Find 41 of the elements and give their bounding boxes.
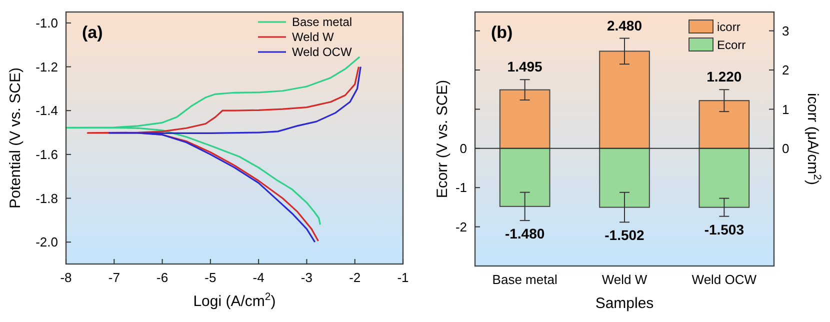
y2-tick-label: 0 xyxy=(782,140,790,156)
y-tick-label: -1 xyxy=(455,180,467,196)
x-tick-label: Weld OCW xyxy=(692,272,758,287)
y-tick-label: -2 xyxy=(455,219,467,234)
x-tick-label: -6 xyxy=(156,270,168,285)
y2-tick-label: 3 xyxy=(782,23,790,38)
x-tick-label: -3 xyxy=(300,270,312,285)
x-tick-label: -5 xyxy=(204,270,216,285)
y2-tick-label: 2 xyxy=(782,62,790,78)
text: (b) xyxy=(491,23,513,42)
text: (a) xyxy=(82,23,103,42)
data-label: -1.503 xyxy=(704,221,744,238)
y-tick-label: -1.0 xyxy=(36,16,58,31)
legend-label: icorr xyxy=(717,20,740,34)
legend-label: Ecorr xyxy=(717,38,746,52)
y-tick-label: 0 xyxy=(460,140,467,156)
x-tick-label: -4 xyxy=(252,270,264,285)
legend-label: Weld W xyxy=(292,30,334,44)
x-tick-label: Weld W xyxy=(602,272,648,287)
data-label: 1.495 xyxy=(507,58,543,75)
legend-label: Weld OCW xyxy=(292,45,352,60)
y-tick-label: -1.2 xyxy=(36,59,58,74)
x-tick-label: -7 xyxy=(108,270,120,285)
data-label: -1.502 xyxy=(604,227,645,244)
x-tick-label: -2 xyxy=(349,270,361,285)
data-label: 1.220 xyxy=(706,68,742,85)
x-tick-label: -1 xyxy=(397,270,409,285)
x-axis-title: Logi (A/cm$^{2}$) xyxy=(193,291,276,310)
data-label: -1.480 xyxy=(504,226,545,242)
x-axis-title: Samples xyxy=(595,295,654,312)
legend-label: Base metal xyxy=(292,15,352,30)
y-axis-title: Ecorr (V vs. SCE) xyxy=(434,80,451,198)
y-tick-label: -1.8 xyxy=(36,190,58,206)
y-tick-label: -1.6 xyxy=(36,146,58,162)
x-tick-label: Base metal xyxy=(492,272,558,287)
y-tick-label: -1.4 xyxy=(36,103,58,118)
x-tick-label: -8 xyxy=(60,270,72,285)
data-label: 2.480 xyxy=(606,17,642,34)
y-tick-label: -2.0 xyxy=(36,234,58,250)
y2-tick-label: 1 xyxy=(782,102,790,117)
y-axis-title: Potential (V vs. SCE) xyxy=(7,68,24,208)
